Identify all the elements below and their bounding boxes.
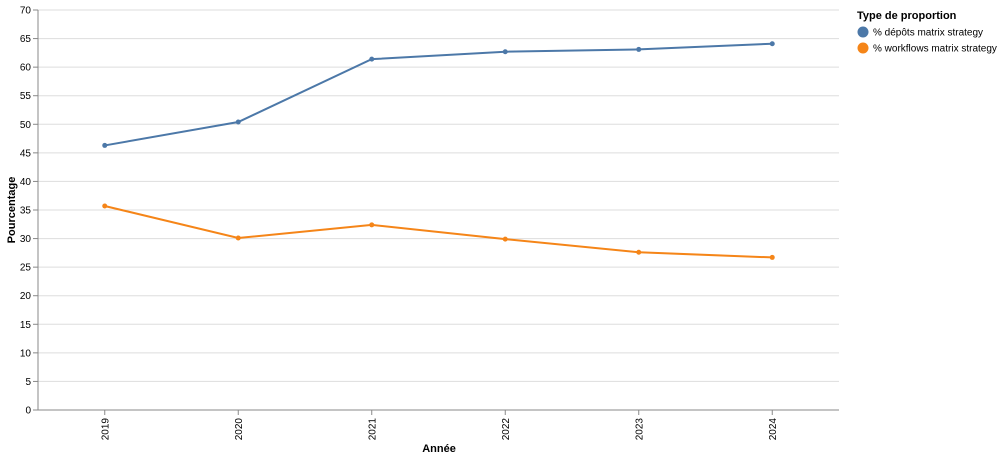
y-tick-label: 0 [25,406,31,417]
y-tick-label: 15 [20,320,32,331]
data-point [502,49,508,55]
y-tick-label: 55 [20,91,32,102]
x-tick-label: 2021 [367,418,378,441]
data-point [102,203,108,209]
data-point [235,119,241,125]
y-tick-label: 10 [20,348,32,359]
series-line [104,42,773,147]
y-tick-label: 20 [20,291,32,302]
series-line [104,205,773,259]
y-tick-label: 60 [20,63,32,74]
x-tick-label: 2023 [634,418,645,441]
y-tick-label: 25 [20,263,32,274]
data-point [102,142,108,148]
y-tick-label: 30 [20,234,32,245]
x-tick-label: 2020 [234,418,245,441]
y-tick-label: 45 [20,148,32,159]
data-point [369,222,375,228]
legend-symbol [857,26,869,38]
y-tick-label: 35 [20,206,32,217]
data-point [369,56,375,62]
y-tick-label: 5 [25,377,31,388]
legend-symbol [857,42,869,54]
y-tick-label: 50 [20,120,32,131]
data-point [769,254,775,260]
legend-label: % workflows matrix strategy [873,44,997,55]
series-group [102,203,775,260]
x-tick-label: 2019 [100,418,111,441]
legend: Type de proportion % dépôts matrix strat… [857,10,997,55]
data-point [636,46,642,52]
gridlines [38,9,839,382]
series-group [102,41,775,148]
series [102,41,775,260]
data-point [769,41,775,47]
legend-items: % dépôts matrix strategy % workflows matr… [857,26,997,55]
data-point [636,249,642,255]
x-tick-label: 2024 [768,418,779,441]
y-tick-label: 65 [20,34,32,45]
x-axis-title: Année [422,443,456,455]
y-axis-title: Pourcentage [6,177,18,244]
legend-title: Type de proportion [857,10,957,22]
data-point [502,236,508,242]
legend-label: % dépôts matrix strategy [873,28,983,39]
data-point [235,235,241,241]
axes: 0 5 10 15 20 25 30 35 40 45 50 55 60 65 70 2019 2020 2021… [20,6,839,441]
x-tick-label: 2022 [501,418,512,441]
y-tick-label: 40 [20,177,32,188]
y-tick-label: 70 [20,6,32,17]
